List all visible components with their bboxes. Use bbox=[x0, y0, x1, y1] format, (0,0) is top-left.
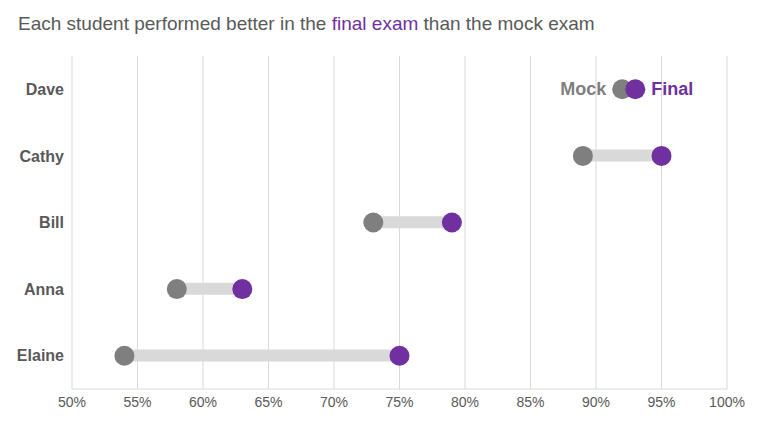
svg-text:50%: 50% bbox=[58, 394, 86, 410]
svg-text:80%: 80% bbox=[451, 394, 479, 410]
svg-text:55%: 55% bbox=[123, 394, 151, 410]
svg-text:60%: 60% bbox=[189, 394, 217, 410]
svg-text:100%: 100% bbox=[709, 394, 745, 410]
svg-text:70%: 70% bbox=[320, 394, 348, 410]
html-text:Each student performed better: Each student performed better in the fin… bbox=[18, 13, 595, 34]
svg-text:Anna: Anna bbox=[24, 281, 64, 298]
svg-text:90%: 90% bbox=[582, 394, 610, 410]
svg-text:85%: 85% bbox=[516, 394, 544, 410]
svg-text:Dave: Dave bbox=[26, 81, 64, 98]
svg-text:Bill: Bill bbox=[39, 214, 64, 231]
svg-text:Mock: Mock bbox=[560, 79, 607, 99]
svg-text:95%: 95% bbox=[647, 394, 675, 410]
svg-text:Elaine: Elaine bbox=[17, 347, 64, 364]
svg-text:Final: Final bbox=[651, 79, 693, 99]
svg-text:Cathy: Cathy bbox=[20, 148, 65, 165]
svg-text:75%: 75% bbox=[385, 394, 413, 410]
svg-text:65%: 65% bbox=[254, 394, 282, 410]
